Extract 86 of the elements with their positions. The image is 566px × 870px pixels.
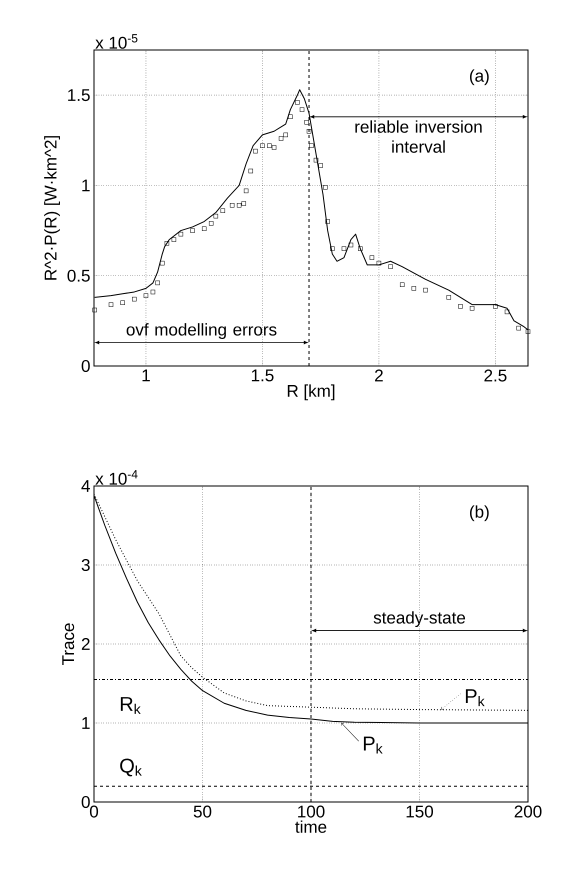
point [253, 148, 258, 154]
point [220, 208, 226, 213]
point [330, 246, 335, 251]
y-tick-label: 1 [82, 180, 90, 192]
x-tick-label: 1.5 [252, 370, 274, 382]
legend-label: P$_{k}$ [364, 736, 383, 754]
annotation: ovf modelling errors [126, 323, 276, 339]
point [423, 288, 428, 292]
x-tick-label: 50 [194, 806, 212, 818]
x-tick-label: 200 [514, 806, 542, 818]
point [278, 136, 284, 141]
point [267, 143, 272, 148]
point [160, 260, 165, 266]
point [446, 295, 452, 300]
point [358, 246, 363, 251]
y-axis-title: R^2·P(R) [W·km^2] [44, 136, 60, 280]
annotation: (a) [470, 69, 489, 86]
ref-line-label: Q$_{k}$ [120, 758, 142, 776]
point [178, 232, 184, 236]
point [132, 296, 137, 302]
y-tick-label: 0 [82, 796, 90, 808]
point [348, 242, 354, 248]
point [388, 264, 393, 269]
x-tick-label: 2.5 [484, 370, 506, 382]
point [214, 214, 218, 218]
point [244, 188, 248, 194]
point [155, 280, 160, 286]
point [92, 308, 97, 312]
y-axis-title: Trace [62, 623, 74, 666]
point [300, 107, 304, 112]
text: x 10$^{-4}$ [95, 470, 138, 485]
point [314, 158, 318, 162]
point [412, 286, 416, 291]
x-tick-label: 2 [375, 370, 383, 382]
point [526, 329, 530, 334]
point [164, 240, 170, 246]
point [295, 100, 300, 105]
annotation: (b) [470, 505, 489, 522]
point [325, 219, 330, 224]
point [248, 168, 254, 174]
text: x 10$^{-5}$ [95, 34, 138, 49]
point [504, 310, 510, 314]
x-axis-title: time [295, 820, 326, 833]
point [306, 129, 312, 134]
y-tick-label: 4 [81, 480, 90, 492]
ref-line-label: R$_{k}$ [120, 697, 141, 714]
point [288, 114, 293, 120]
point [458, 304, 463, 309]
point [370, 255, 374, 260]
point [144, 293, 148, 298]
point [376, 260, 382, 266]
point [190, 228, 195, 233]
point [150, 290, 156, 294]
point [304, 120, 309, 124]
point [342, 246, 346, 251]
y-tick-label: 1 [82, 717, 90, 729]
point [236, 203, 242, 208]
point [260, 143, 265, 148]
point [202, 226, 206, 232]
point [172, 237, 176, 242]
point [283, 132, 288, 138]
y-tick-label: 3 [82, 558, 90, 572]
point [470, 306, 474, 310]
point [309, 143, 314, 148]
annotation: reliable inversion interval [355, 120, 482, 153]
y-tick-label: 0.5 [67, 270, 90, 282]
y-tick-label: 2 [82, 638, 90, 650]
x-tick-label: 150 [406, 806, 434, 818]
point [230, 203, 234, 208]
point [516, 326, 521, 330]
point [208, 221, 214, 226]
point [108, 302, 114, 307]
point [323, 184, 328, 190]
point [493, 304, 498, 309]
x-axis-title: R [km] [288, 384, 334, 400]
point [318, 163, 323, 168]
point [400, 282, 404, 287]
annotation: steady-state [374, 611, 466, 628]
point [242, 201, 246, 206]
y-tick-label: 1.5 [68, 89, 90, 102]
x-tick-label: 100 [298, 806, 325, 818]
legend-label: P$_{k}$ [466, 689, 485, 706]
point [120, 300, 125, 306]
y-tick-label: 0 [82, 360, 90, 372]
x-tick-label: 1 [142, 370, 150, 382]
point [272, 145, 276, 150]
